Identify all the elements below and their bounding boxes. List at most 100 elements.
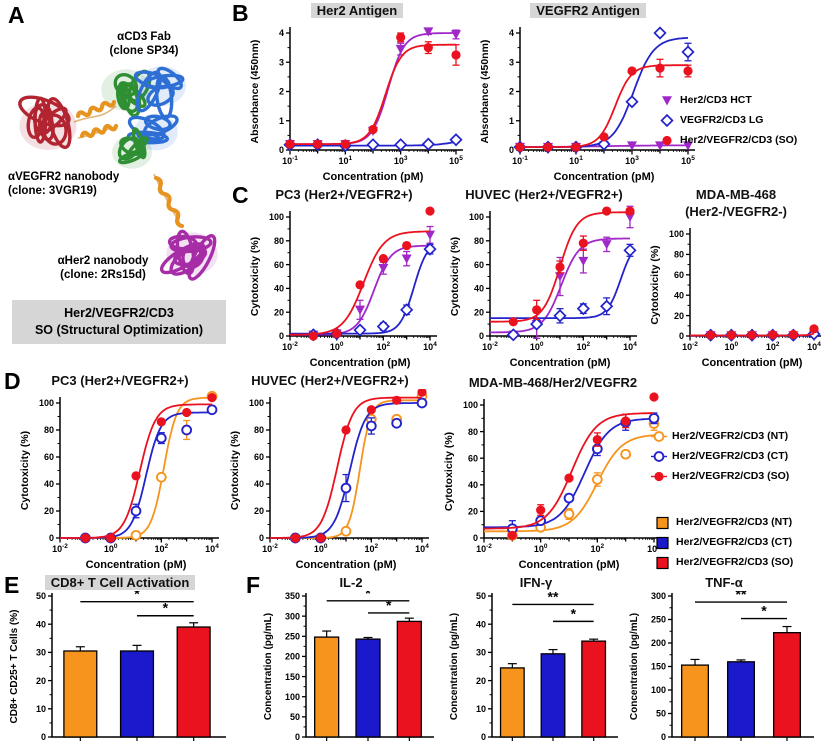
svg-text:80: 80 — [674, 250, 684, 260]
ribbon-domain — [18, 95, 77, 150]
linker-helix — [75, 99, 117, 119]
svg-text:100: 100 — [330, 341, 344, 352]
svg-text:10-1: 10-1 — [512, 155, 528, 166]
svg-text:80: 80 — [474, 236, 484, 246]
svg-text:250: 250 — [651, 615, 666, 625]
filled-circle-marker — [156, 417, 166, 427]
chart-title: IL-2 — [339, 575, 363, 590]
open-diamond-marker — [660, 113, 674, 127]
legend-item-label: Her2/VEGFR2/CD3 (SO) — [672, 470, 790, 482]
legend-item-label: Her2/VEGFR2/CD3 (SO) — [680, 134, 798, 146]
svg-text:100: 100 — [651, 685, 666, 695]
open-diamond-marker — [506, 328, 520, 342]
bar-her2-vegfr2-cd3-nt- — [314, 630, 340, 738]
chart-title: TNF-α — [705, 575, 743, 590]
open-diamond-marker — [376, 319, 390, 334]
open-circle-marker — [155, 432, 167, 444]
svg-text:**: ** — [736, 591, 747, 602]
legend-bar-groups: Her2/VEGFR2/CD3 (NT) Her2/VEGFR2/CD3 (CT)… — [654, 512, 824, 572]
series-her2-vegfr2-cd3-so- — [290, 206, 435, 341]
svg-text:10-1: 10-1 — [282, 155, 298, 166]
filled-circle-marker — [592, 434, 602, 445]
svg-text:Cytotoxicity (%): Cytotoxicity (%) — [19, 431, 31, 510]
svg-text:0: 0 — [481, 732, 486, 742]
construct-caption: Her2/VEGFR2/CD3 SO (Structural Optimizati… — [12, 300, 226, 344]
chart-title: CD8+ T Cell Activation — [6, 574, 234, 591]
svg-text:100: 100 — [249, 398, 264, 408]
open-diamond-marker — [600, 299, 614, 313]
filled-circle-marker — [809, 324, 819, 334]
open-circle-marker — [563, 492, 575, 504]
filled-circle-marker — [378, 254, 388, 264]
chart-d-huvec: HUVEC (Her2+/VEGFR2+) 0 20 40 60 80 100 10-2 10… — [228, 372, 432, 572]
filled-circle-marker — [182, 407, 192, 418]
bar-her2-vegfr2-cd3-so- — [396, 617, 422, 738]
svg-text:2: 2 — [279, 87, 284, 97]
open-circle-marker — [365, 420, 377, 432]
svg-text:200: 200 — [651, 638, 666, 648]
svg-text:103: 103 — [394, 155, 408, 166]
legend-item: Her2/VEGFR2/CD3 (CT) — [654, 532, 824, 552]
triangle-down-marker — [395, 44, 406, 55]
svg-text:40: 40 — [476, 619, 486, 629]
svg-text:100: 100 — [285, 692, 300, 702]
legend-item-label: VEGFR2/CD3 LG — [680, 114, 764, 126]
filled-circle-marker — [80, 533, 90, 543]
svg-text:*: * — [571, 605, 577, 621]
svg-text:102: 102 — [155, 543, 169, 554]
filled-circle-marker — [366, 405, 376, 415]
svg-text:104: 104 — [205, 543, 219, 554]
svg-text:10: 10 — [476, 704, 486, 714]
series-her2-vegfr2-cd3-so- — [515, 58, 693, 152]
svg-text:300: 300 — [651, 591, 666, 601]
svg-text:102: 102 — [766, 341, 780, 352]
chart-title: PC3 (Her2+/VEGFR2+) — [275, 187, 413, 202]
filled-circle-marker — [625, 206, 635, 216]
legend-item: Her2/CD3 HCT — [658, 90, 824, 110]
svg-text:102: 102 — [591, 543, 605, 554]
open-circle-marker — [391, 417, 403, 429]
bar-her2-vegfr2-cd3-nt- — [681, 658, 709, 738]
svg-text:80: 80 — [254, 425, 264, 435]
svg-text:50: 50 — [36, 591, 46, 601]
open-diamond-marker — [366, 138, 380, 152]
svg-text:30: 30 — [36, 648, 46, 658]
linker-helix — [79, 123, 119, 139]
svg-text:150: 150 — [285, 672, 300, 682]
svg-text:20: 20 — [474, 307, 484, 317]
open-diamond-marker — [400, 303, 414, 317]
svg-text:100: 100 — [530, 341, 544, 352]
filled-circle-marker — [621, 416, 631, 426]
svg-text:40: 40 — [474, 284, 484, 294]
panel-label-e: E — [4, 572, 20, 598]
svg-text:350: 350 — [285, 591, 300, 601]
square-legend-marker — [656, 516, 669, 529]
chart-il2: IL-2 0 50 100 150 200 250 300 350 Concentration … — [260, 574, 442, 751]
svg-text:250: 250 — [285, 631, 300, 641]
open-diamond-marker — [449, 133, 463, 147]
svg-text:1: 1 — [279, 116, 284, 126]
legend-panel-d-curves: Her2/VEGFR2/CD3 (NT) Her2/VEGFR2/CD3 (CT)… — [650, 426, 824, 486]
svg-text:20: 20 — [674, 311, 684, 321]
chart-title: HUVEC (Her2+/VEGFR2+) — [251, 373, 409, 388]
svg-text:Concentration (pM): Concentration (pM) — [296, 559, 397, 571]
svg-text:80: 80 — [274, 236, 284, 246]
filled-circle-marker — [423, 43, 433, 53]
svg-text:150: 150 — [651, 662, 666, 672]
axes — [689, 228, 821, 337]
series-vegfr2-cd3-lg — [290, 242, 437, 342]
series-her2-vegfr2-cd3-so- — [484, 392, 659, 540]
chart-title: VEGFR2 Antigen — [478, 2, 698, 19]
axis-ticks — [486, 216, 631, 341]
c-huvec-plot: 0 20 40 60 80 100 10-2 100 102 104 Concentration (… — [449, 205, 637, 369]
filled-circle-marker — [417, 389, 427, 397]
chart-title: Her2 Antigen — [248, 2, 466, 19]
triangle-down-marker — [662, 95, 672, 105]
panel-label-b: B — [232, 0, 249, 26]
cd8-activation-plot: 0 10 20 30 40 50 CD8+ CD25+ T Cells (%) * * — [9, 591, 226, 742]
svg-text:Concentration (pg/mL): Concentration (pg/mL) — [263, 613, 274, 720]
filled-circle-marker — [507, 530, 517, 540]
svg-text:40: 40 — [36, 619, 46, 629]
bar-her2-vegfr2-cd3-ct- — [540, 648, 566, 738]
